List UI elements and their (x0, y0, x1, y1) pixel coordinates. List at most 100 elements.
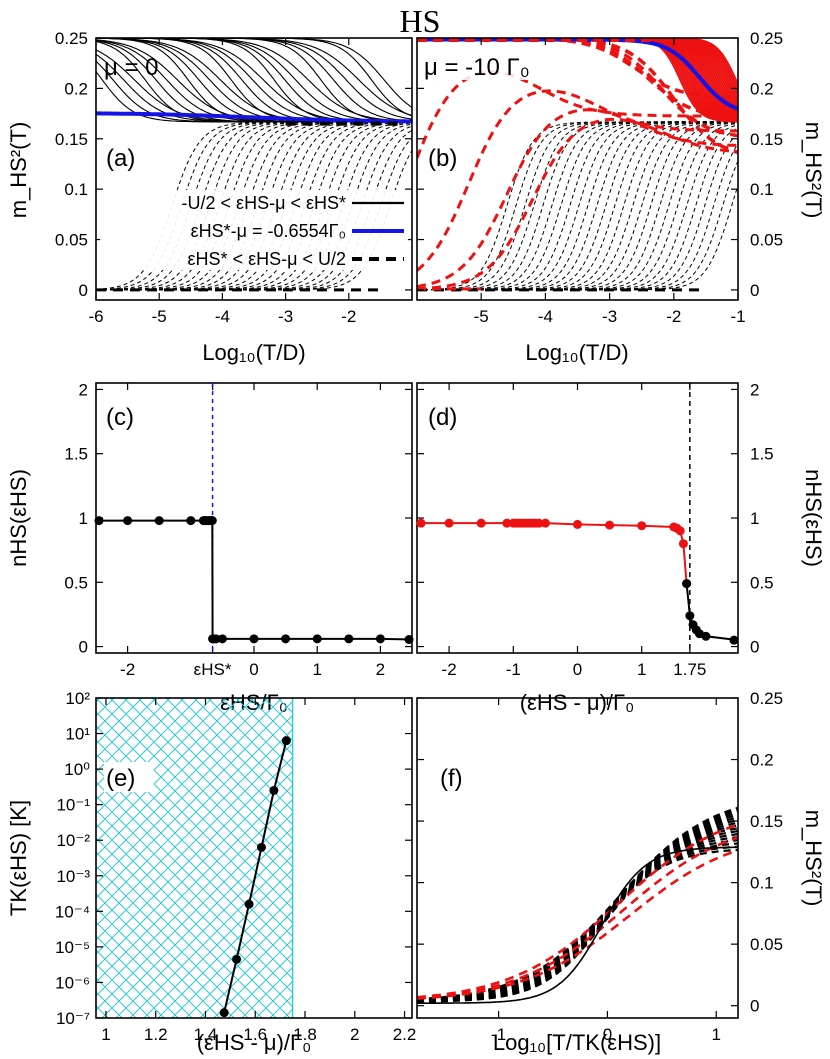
panel-b: -5 -4 -3 -2 -1 0 0.05 0.1 0.15 0.2 0.25 μ = -10 Γ₀… (416, 29, 826, 365)
panel-e-frame (95, 697, 413, 1019)
y-tick-label: 1 (750, 509, 759, 528)
y-tick-label: 0.5 (64, 573, 88, 592)
y-tick-label: 1 (79, 509, 88, 528)
data-point (154, 516, 164, 526)
data-point (344, 634, 354, 644)
red-dashed-curve (417, 70, 738, 159)
y-tick-label: 0 (79, 281, 88, 300)
x-tick-label: -2 (442, 660, 457, 679)
dashed-curve (417, 185, 738, 291)
y-tick-label: 10⁻⁶ (55, 973, 90, 992)
y-tick-label: 0.2 (750, 751, 774, 770)
panel-f-curves (417, 806, 738, 1004)
panel-c-frame (95, 382, 413, 654)
panel-c-ylabel: nHS(εHS) (6, 469, 31, 567)
red-dashed-curve (417, 38, 738, 138)
panel-c-label: (c) (106, 404, 134, 431)
solid-curve (417, 846, 738, 1004)
x-tick-label: -1 (730, 307, 745, 326)
data-point (281, 736, 291, 746)
x-tick-label: εHS* (194, 660, 232, 679)
legend-entry-3-label: εHS* < εHS-μ < U/2 (188, 249, 346, 269)
red-solid-curve (417, 38, 738, 123)
y-tick-label: 10¹ (65, 725, 90, 744)
y-tick-label: 0.15 (55, 130, 88, 149)
panel-d-label: (d) (428, 404, 457, 431)
panel-e-xlabel: (εHS - μ)/Γ₀ (197, 1030, 312, 1055)
red-data-line (417, 522, 688, 584)
panel-e: 1 1.2 1.4 1.6 1.8 2 2.2 10⁻⁷ 10⁻⁶ 10⁻⁵ 10⁻⁴ 10⁻³ 10⁻… (6, 689, 416, 1055)
panel-e-label: (e) (106, 765, 135, 792)
panel-a-xlabel: Log₁₀(T/D) (202, 340, 305, 365)
y-tick-label: 0 (750, 638, 759, 657)
y-tick-label: 0.2 (64, 79, 88, 98)
red-data-point (573, 519, 582, 529)
panel-a-frame (95, 37, 413, 301)
data-point (375, 634, 385, 644)
x-tick-label: 1.2 (144, 1025, 168, 1044)
y-tick-label: 0.1 (750, 874, 774, 893)
panel-f-label: (f) (440, 765, 463, 792)
panel-f-frame (416, 697, 739, 1019)
data-point (123, 516, 133, 526)
x-tick-label: 1 (712, 1025, 721, 1044)
red-data-point (675, 526, 685, 536)
data-point (256, 842, 266, 852)
data-line (96, 519, 413, 641)
y-tick-label: 1.5 (64, 445, 88, 464)
red-solid-curve (417, 38, 738, 123)
panel-b-annotation: μ = -10 Γ₀ (424, 54, 530, 81)
x-tick-label: -3 (602, 307, 617, 326)
data-point (249, 634, 259, 644)
dashed-curve (417, 839, 738, 1003)
black-data-point (729, 635, 739, 645)
y-tick-label: 1.5 (750, 445, 774, 464)
dashed-curve (417, 121, 738, 291)
red-solid-curve (417, 38, 738, 119)
dashed-curve (417, 121, 738, 291)
red-solid-curve (417, 38, 738, 123)
legend-entry-2-label: εHS*-μ = -0.6554Γ₀ (191, 221, 346, 241)
data-point (211, 634, 221, 644)
panel-a-curves (96, 38, 412, 292)
panel-f-xlabel: Log₁₀[T/TK(εHS)] (493, 1030, 661, 1055)
x-tick-label: 0 (573, 660, 582, 679)
x-tick-label: -1 (506, 660, 521, 679)
red-solid-curve (417, 38, 738, 123)
panel-d: -2 -1 0 1 1.75 0 0.5 1 1.5 2 (d) (εHS - μ)/Γ₀ nHS… (416, 380, 826, 715)
red-solid-curve (417, 38, 738, 123)
figure-title: HS (400, 3, 441, 39)
y-tick-label: 10⁻⁷ (56, 1009, 90, 1028)
dashed-curve (417, 121, 738, 291)
red-dashed-curve (417, 836, 738, 1000)
panel-a-annotation: μ = 0 (104, 54, 159, 81)
red-solid-curve (417, 38, 738, 121)
x-tick-label: 1 (101, 1025, 110, 1044)
panel-b-xlabel: Log₁₀(T/D) (525, 340, 628, 365)
y-tick-label: 10⁻⁴ (55, 902, 90, 921)
y-tick-label: 0.5 (750, 573, 774, 592)
data-line (223, 740, 288, 1013)
data-point (217, 634, 227, 644)
black-data-point (685, 611, 695, 621)
red-solid-curve (417, 38, 738, 122)
panel-d-xlabel: (εHS - μ)/Γ₀ (520, 690, 635, 715)
legend: -U/2 < εHS-μ < εHS* εHS*-μ = -0.6554Γ₀ ε… (100, 190, 408, 270)
dashed-curve (417, 160, 738, 291)
data-point (207, 516, 217, 526)
x-tick-label: -5 (474, 307, 489, 326)
red-data-point (637, 521, 647, 531)
dashed-curve (417, 845, 738, 1003)
y-tick-label: 10⁻³ (56, 867, 90, 886)
red-data-point (678, 539, 688, 549)
dashed-curve (417, 143, 738, 291)
x-tick-label: 2 (376, 660, 385, 679)
x-tick-label: 0 (249, 660, 258, 679)
x-tick-label: -2 (120, 660, 135, 679)
dashed-curve (417, 806, 738, 1001)
y-tick-label: 0.1 (64, 180, 88, 199)
red-data-point (416, 518, 426, 528)
y-tick-label: 0.25 (750, 29, 783, 48)
red-solid-curve (417, 38, 738, 123)
